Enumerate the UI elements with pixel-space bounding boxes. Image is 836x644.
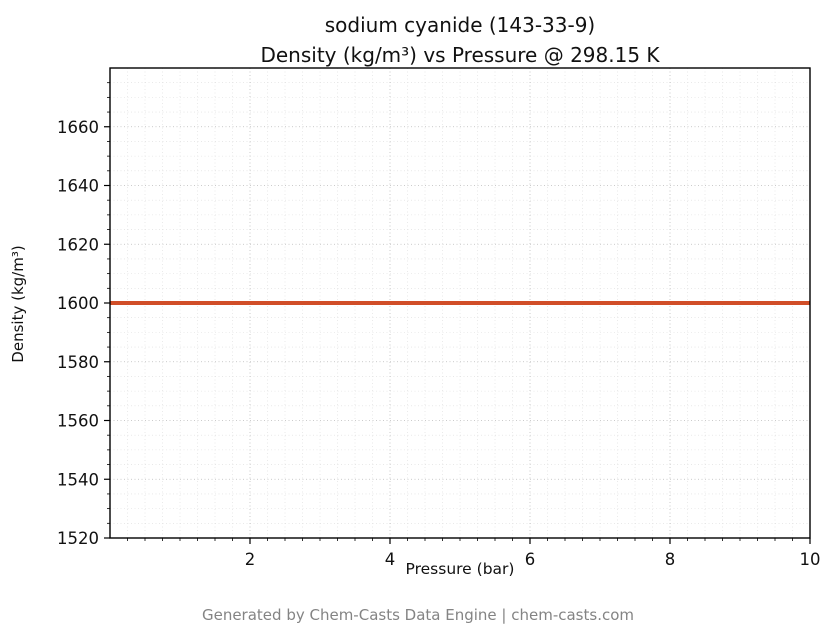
y-tick-label: 1580: [57, 353, 99, 372]
x-axis-label: Pressure (bar): [405, 560, 515, 578]
chart-title: sodium cyanide (143-33-9) Density (kg/m³…: [110, 10, 810, 70]
chart-title-line2: Density (kg/m³) vs Pressure @ 298.15 K: [260, 43, 660, 67]
y-tick-label: 1540: [57, 470, 99, 489]
footer-caption: Generated by Chem-Casts Data Engine | ch…: [201, 606, 635, 624]
x-tick-label: 10: [800, 550, 821, 569]
y-tick-label: 1640: [57, 177, 99, 196]
x-tick-label: 4: [385, 550, 396, 569]
y-tick-label: 1520: [57, 529, 99, 548]
y-tick-label: 1560: [57, 412, 99, 431]
x-tick-label: 2: [245, 550, 256, 569]
y-axis-label: Density (kg/m³): [9, 245, 27, 363]
y-tick-label: 1660: [57, 118, 99, 137]
y-tick-label: 1620: [57, 235, 99, 254]
y-tick-label: 1600: [57, 294, 99, 313]
chart-title-line1: sodium cyanide (143-33-9): [324, 13, 596, 37]
x-tick-label: 6: [525, 550, 536, 569]
x-tick-label: 8: [665, 550, 676, 569]
